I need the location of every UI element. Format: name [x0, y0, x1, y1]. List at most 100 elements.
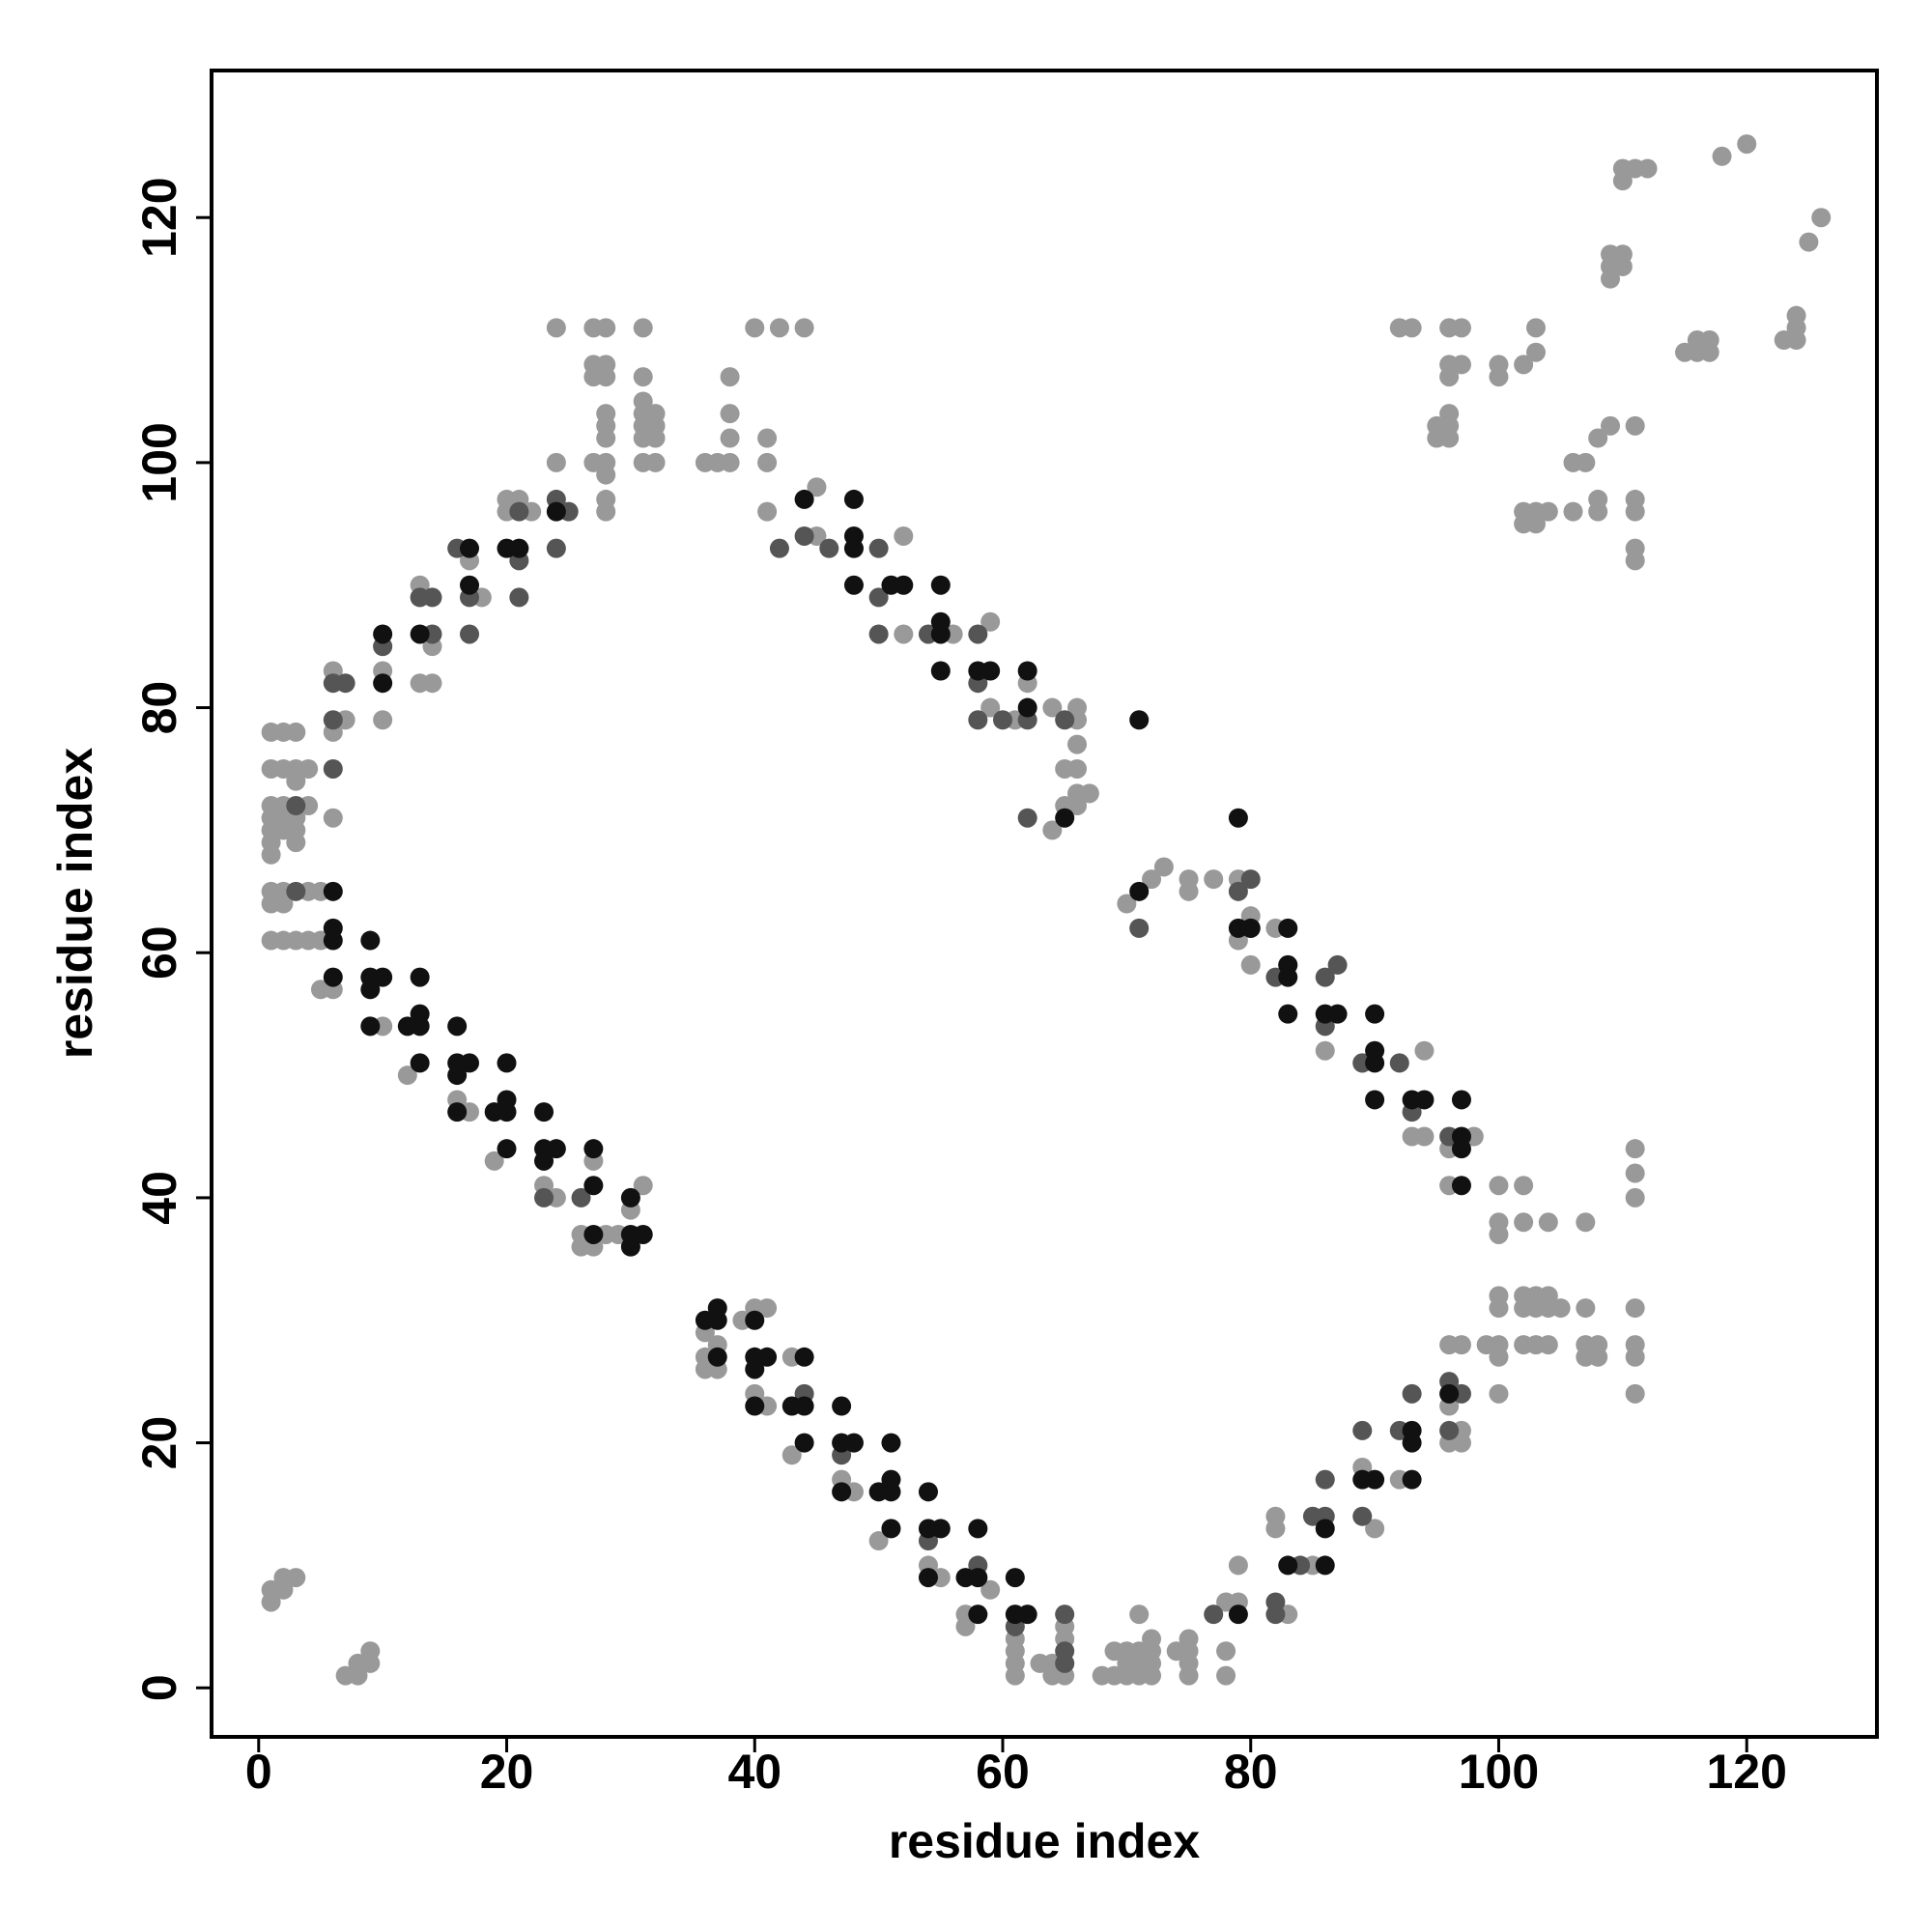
point	[1067, 758, 1088, 779]
point	[992, 710, 1012, 730]
point	[1601, 269, 1621, 289]
x-tick-label: 100	[1459, 1745, 1539, 1799]
point	[980, 697, 1001, 718]
point	[583, 1139, 604, 1159]
point	[1142, 1665, 1162, 1686]
point	[460, 1053, 480, 1073]
point	[1327, 954, 1348, 975]
point	[1278, 1555, 1298, 1576]
point	[968, 1605, 988, 1625]
point	[1228, 1605, 1248, 1625]
point	[286, 796, 306, 816]
point	[819, 538, 839, 558]
point	[868, 587, 889, 608]
point	[968, 624, 988, 644]
point	[868, 538, 889, 558]
point	[596, 501, 616, 522]
point	[757, 428, 778, 448]
y-tick-label: 100	[132, 422, 186, 502]
point	[1588, 501, 1608, 522]
point	[980, 611, 1001, 632]
point	[894, 575, 914, 595]
y-tick-label: 120	[132, 177, 186, 257]
point	[1117, 894, 1137, 914]
point	[745, 1310, 765, 1330]
point	[1179, 1665, 1199, 1686]
point	[1712, 146, 1732, 166]
point	[980, 1579, 1001, 1600]
point	[360, 980, 381, 1000]
point	[1278, 1004, 1298, 1024]
point	[1737, 134, 1757, 155]
point	[1489, 367, 1509, 387]
point	[1637, 158, 1658, 179]
point	[1055, 710, 1075, 730]
point	[1439, 428, 1460, 448]
point	[1228, 808, 1248, 828]
point	[546, 538, 566, 558]
point	[1005, 1568, 1025, 1588]
point	[323, 967, 343, 987]
point	[930, 1519, 951, 1539]
point	[720, 452, 740, 472]
point	[868, 624, 889, 644]
point	[1365, 1090, 1385, 1110]
point	[1142, 869, 1162, 890]
point	[546, 501, 566, 522]
point	[1365, 1469, 1385, 1490]
point	[286, 881, 306, 901]
point	[1129, 1605, 1150, 1625]
point	[1588, 1347, 1608, 1367]
point	[1625, 551, 1645, 571]
y-tick-label: 80	[132, 681, 186, 735]
point	[273, 894, 294, 914]
x-tick-label: 20	[480, 1745, 534, 1799]
point	[955, 1616, 976, 1636]
point	[1216, 1665, 1236, 1686]
point	[1216, 1641, 1236, 1662]
point	[1067, 796, 1088, 816]
point	[1576, 1212, 1596, 1233]
point	[1525, 342, 1546, 362]
point	[1514, 1212, 1534, 1233]
point	[1327, 1004, 1348, 1024]
point	[745, 318, 765, 338]
point	[1278, 967, 1298, 987]
point	[633, 1224, 653, 1244]
point	[832, 1482, 852, 1502]
point	[968, 710, 988, 730]
point	[807, 477, 827, 497]
point	[757, 1298, 778, 1319]
point	[843, 575, 864, 595]
point	[769, 318, 789, 338]
point	[1550, 1298, 1571, 1319]
point	[745, 1396, 765, 1416]
point	[1228, 881, 1248, 901]
point	[1514, 1176, 1534, 1196]
point	[397, 1065, 417, 1086]
point	[843, 489, 864, 509]
point	[1079, 783, 1099, 804]
point	[620, 1236, 640, 1257]
point	[484, 1151, 504, 1171]
point	[620, 1187, 640, 1208]
point	[894, 526, 914, 546]
point	[720, 428, 740, 448]
point	[1055, 1605, 1075, 1625]
point	[1625, 1383, 1645, 1404]
point	[745, 1359, 765, 1379]
point	[410, 1016, 430, 1037]
point	[534, 1102, 554, 1122]
point	[1625, 415, 1645, 436]
point	[1402, 1433, 1422, 1453]
y-tick-label: 20	[132, 1416, 186, 1470]
point	[1129, 881, 1150, 901]
point	[360, 1016, 381, 1037]
point	[497, 1139, 517, 1159]
point	[794, 318, 814, 338]
point	[868, 1531, 889, 1551]
point	[373, 710, 393, 730]
point	[781, 1445, 802, 1465]
point	[1204, 1605, 1224, 1625]
